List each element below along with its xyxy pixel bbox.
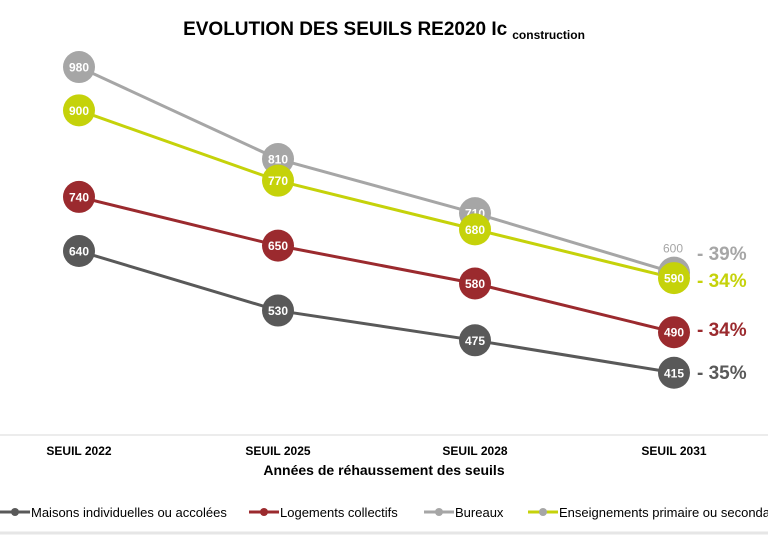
change-label: - 39% xyxy=(697,244,747,265)
data-label: 770 xyxy=(268,174,288,188)
legend-item: Logements collectifs xyxy=(249,505,398,520)
series-0 xyxy=(78,249,675,375)
chart-title: EVOLUTION DES SEUILS RE2020 Ic constructi… xyxy=(183,19,585,42)
data-point xyxy=(63,94,95,127)
x-axis-label: Années de réhaussement des seuils xyxy=(263,462,504,478)
change-label: - 34% xyxy=(697,320,747,341)
data-label: 600 xyxy=(663,242,683,256)
data-point xyxy=(658,356,690,389)
data-label: 415 xyxy=(664,366,684,380)
legend-label: Enseignements primaire ou secondaire xyxy=(559,505,768,520)
series-line xyxy=(78,195,675,334)
series-3 xyxy=(78,108,675,280)
data-label: 650 xyxy=(268,239,288,253)
series-2 xyxy=(78,65,675,275)
legend-marker xyxy=(435,508,443,516)
legend-item: Maisons individuelles ou accolées xyxy=(0,505,227,520)
legend-marker xyxy=(260,508,268,516)
series-line xyxy=(78,65,675,275)
data-point xyxy=(459,267,491,300)
data-point xyxy=(459,324,491,357)
data-label: 590 xyxy=(664,272,684,286)
legend-label: Bureaux xyxy=(455,505,504,520)
legend-item: Enseignements primaire ou secondaire xyxy=(528,505,768,520)
data-point xyxy=(63,51,95,84)
data-label: 810 xyxy=(268,153,288,167)
x-tick-label: SEUIL 2028 xyxy=(442,444,507,458)
legend-item: Bureaux xyxy=(424,505,504,520)
data-label: 580 xyxy=(465,277,485,291)
series-line xyxy=(78,108,675,280)
data-point xyxy=(658,316,690,349)
data-point xyxy=(658,262,690,295)
data-point xyxy=(262,294,294,327)
data-point xyxy=(63,235,95,268)
x-tick-label: SEUIL 2022 xyxy=(46,444,111,458)
data-label: 640 xyxy=(69,245,89,259)
data-label: 740 xyxy=(69,190,89,204)
change-label: - 34% xyxy=(697,271,747,292)
x-tick-label: SEUIL 2025 xyxy=(245,444,310,458)
data-label: 980 xyxy=(69,61,89,75)
series-line xyxy=(78,249,675,375)
data-point xyxy=(262,229,294,262)
data-label: 900 xyxy=(69,104,89,118)
data-label: 530 xyxy=(268,304,288,318)
legend-label: Maisons individuelles ou accolées xyxy=(31,505,227,520)
legend-marker xyxy=(539,508,547,516)
series-1 xyxy=(78,195,675,334)
data-point xyxy=(459,213,491,246)
data-point xyxy=(262,164,294,197)
legend-label: Logements collectifs xyxy=(280,505,398,520)
x-tick-label: SEUIL 2031 xyxy=(641,444,706,458)
data-label: 475 xyxy=(465,334,485,348)
change-label: - 35% xyxy=(697,363,747,384)
data-point xyxy=(63,180,95,213)
data-label: 680 xyxy=(465,223,485,237)
data-label: 490 xyxy=(664,326,684,340)
legend-marker xyxy=(11,508,19,516)
